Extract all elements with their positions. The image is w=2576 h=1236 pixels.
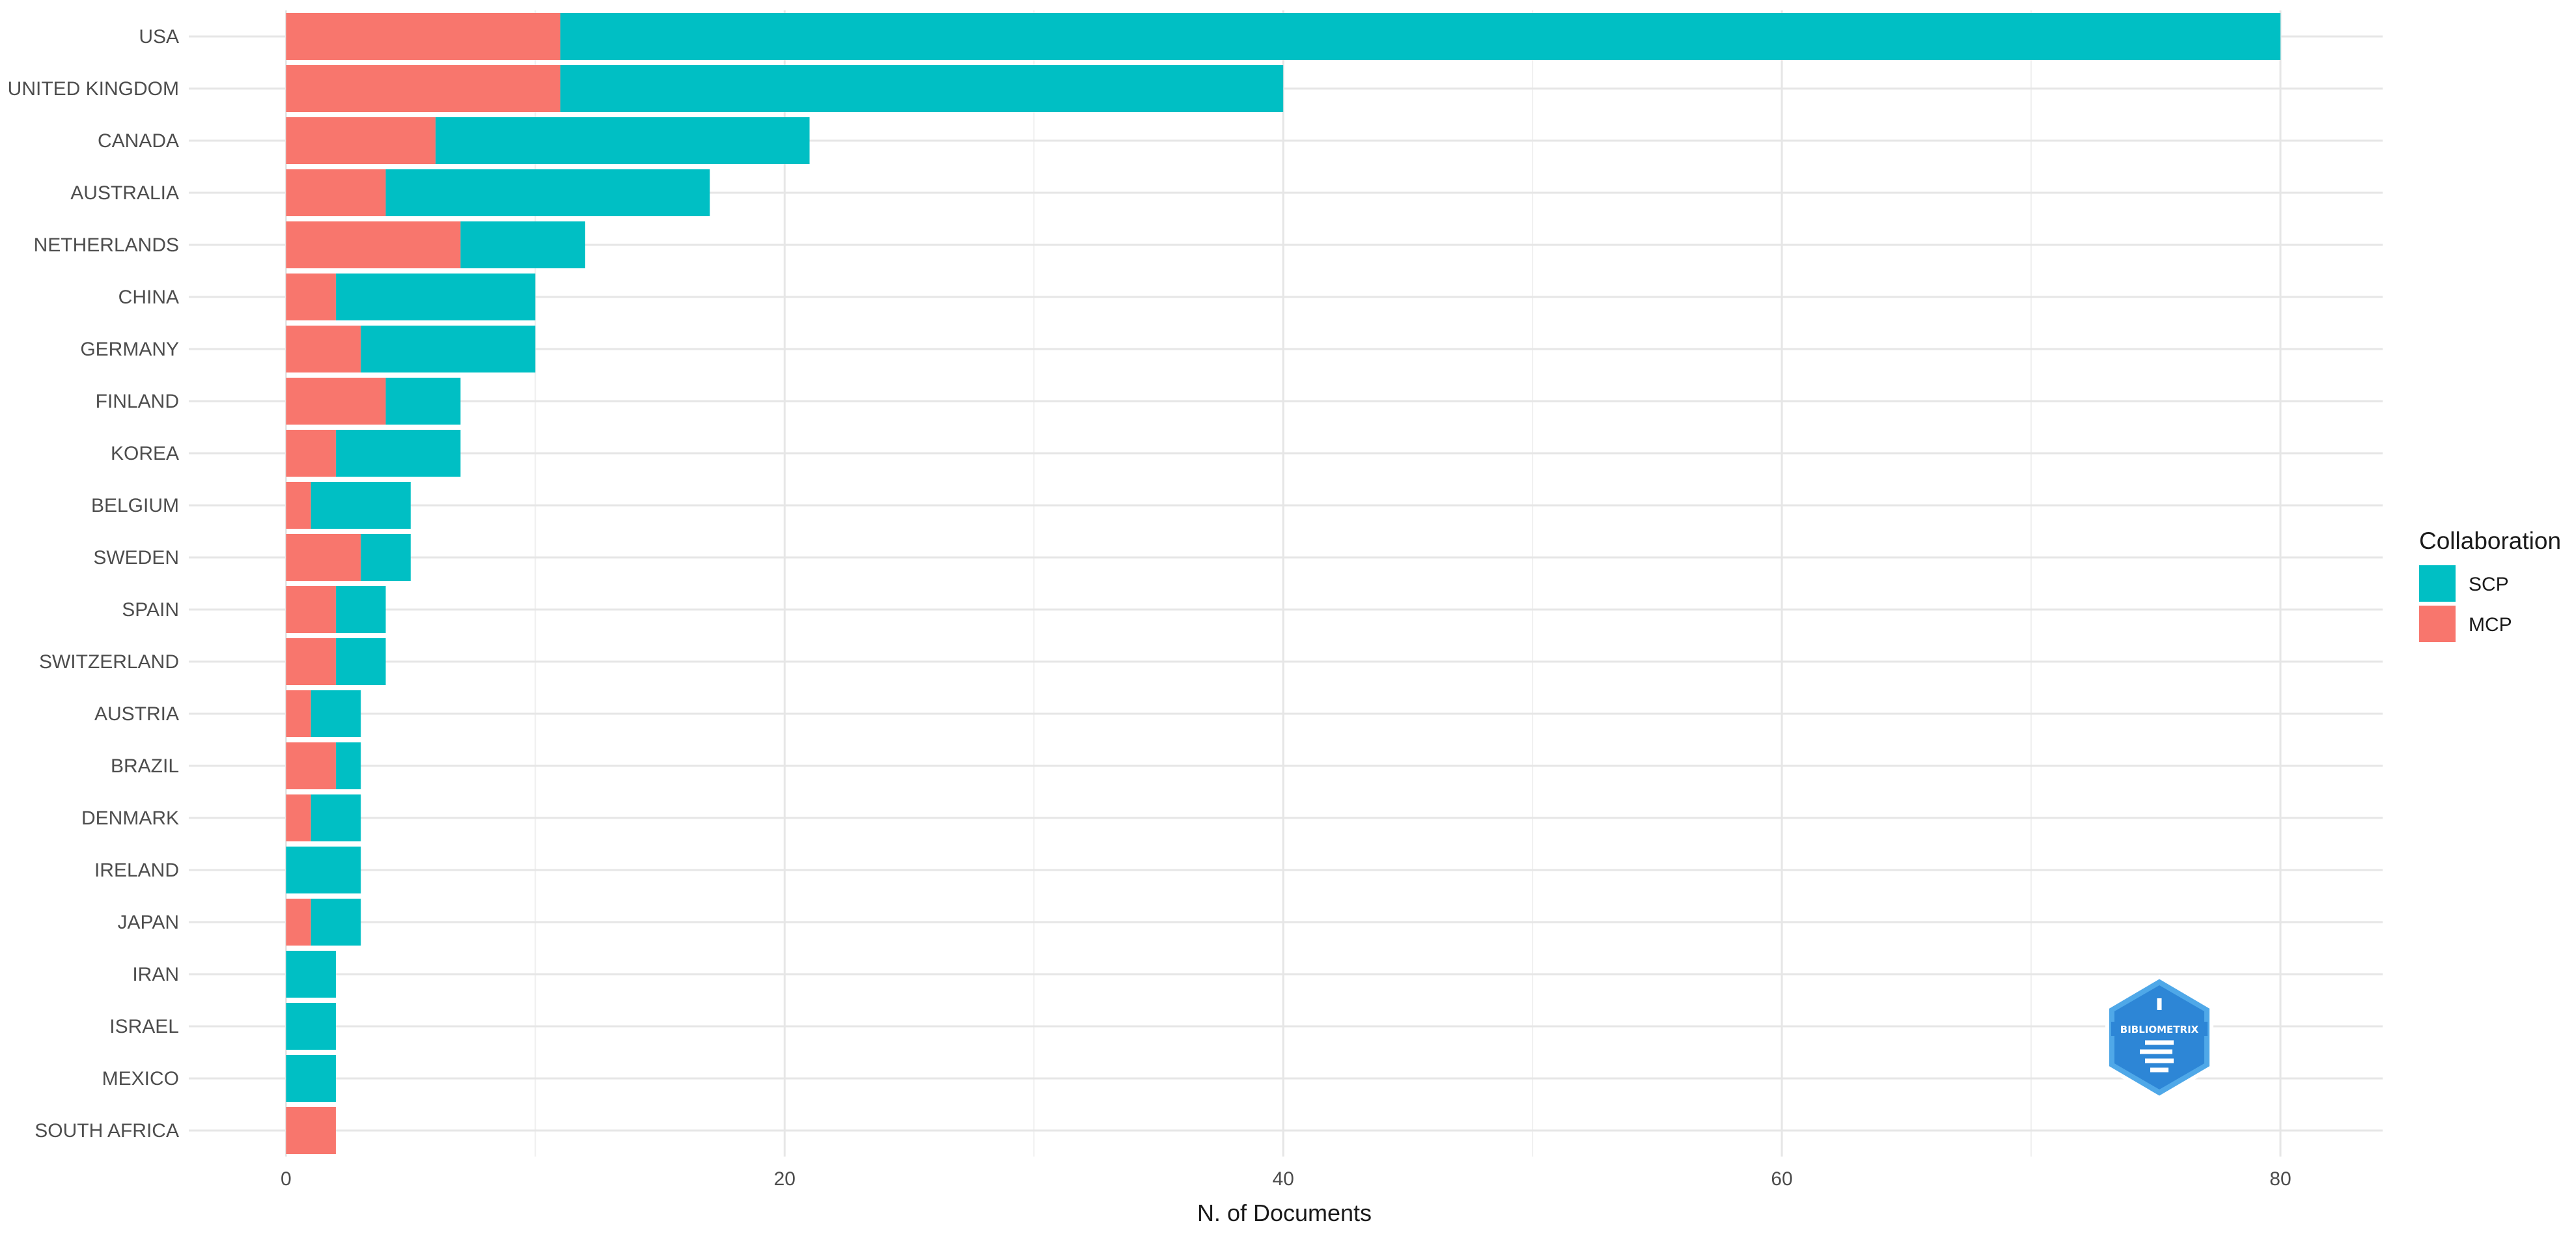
bar-scp (361, 326, 536, 372)
bar-scp (335, 274, 536, 320)
bar-mcp (286, 169, 386, 216)
bar-mcp (286, 274, 336, 320)
bar-mcp (286, 586, 336, 633)
y-tick-label: GERMANY (80, 339, 179, 360)
bar-scp (286, 847, 361, 893)
y-tick-label: MEXICO (102, 1068, 179, 1089)
y-tick-label: KOREA (111, 443, 179, 464)
bar-mcp (286, 534, 361, 581)
y-tick-label: NETHERLANDS (34, 234, 179, 256)
bibliometrix-logo: BIBLIOMETRIX (2105, 974, 2213, 1101)
y-tick-label: CANADA (98, 130, 179, 152)
bar-mcp (286, 1107, 336, 1154)
bar-scp (560, 65, 1284, 112)
y-tick-label: DENMARK (81, 808, 179, 829)
y-tick-label: JAPAN (118, 912, 179, 933)
bar-mcp (286, 742, 336, 789)
y-tick-label: SWITZERLAND (39, 651, 179, 673)
x-axis-tick-labels: 0 20 40 60 80 (281, 1168, 2292, 1190)
y-tick-label: FINLAND (96, 391, 179, 412)
bar-scp (385, 169, 710, 216)
bar-mcp (286, 690, 311, 737)
bar-mcp (286, 794, 311, 841)
y-tick-label: ISRAEL (109, 1016, 179, 1037)
y-tick-label: SWEDEN (93, 547, 179, 569)
logo-text: BIBLIOMETRIX (2120, 1024, 2199, 1035)
bar-scp (311, 899, 361, 946)
y-tick-label: BELGIUM (91, 495, 179, 516)
bar-mcp (286, 378, 386, 425)
bar-mcp (286, 482, 311, 529)
bar-mcp (286, 899, 311, 946)
y-tick-label: BRAZIL (111, 755, 179, 777)
y-tick-label: IRELAND (94, 860, 179, 881)
grid-minor (534, 10, 2032, 1157)
bar-mcp (286, 65, 561, 112)
legend-title: Collaboration (2419, 527, 2561, 554)
bar-scp (335, 742, 361, 789)
legend-label-mcp: MCP (2469, 614, 2512, 636)
legend-label-scp: SCP (2469, 574, 2509, 595)
x-axis-title: N. of Documents (1197, 1200, 1372, 1226)
x-tick-label: 0 (281, 1168, 292, 1190)
bar-scp (286, 951, 336, 998)
bar-scp (335, 638, 386, 685)
y-tick-label: CHINA (118, 287, 179, 308)
bar-scp (311, 690, 361, 737)
bar-scp (311, 482, 411, 529)
bar-scp (286, 1003, 336, 1050)
bar-mcp (286, 638, 336, 685)
y-tick-label: IRAN (132, 964, 179, 985)
y-tick-label: SOUTH AFRICA (35, 1120, 179, 1142)
legend-key-mcp (2419, 606, 2456, 642)
bars (286, 13, 2280, 1154)
x-tick-label: 80 (2269, 1168, 2291, 1190)
bar-scp (361, 534, 411, 581)
bar-scp (286, 1055, 336, 1102)
logo-banner (2111, 1022, 2208, 1036)
bar-mcp (286, 326, 361, 372)
x-tick-label: 60 (1771, 1168, 1792, 1190)
y-tick-label: UNITED KINGDOM (8, 78, 179, 100)
bar-mcp (286, 430, 336, 477)
legend-key-scp (2419, 565, 2456, 602)
bar-mcp (286, 221, 461, 268)
bar-mcp (286, 13, 561, 60)
bar-scp (385, 378, 461, 425)
bar-scp (460, 221, 585, 268)
legend-items: SCP MCP (2419, 565, 2512, 642)
bar-scp (311, 794, 361, 841)
y-axis-tick-labels: USA UNITED KINGDOM CANADA AUSTRALIA NETHERLA… (8, 26, 179, 1142)
x-tick-label: 20 (774, 1168, 796, 1190)
bar-scp (335, 430, 461, 477)
y-tick-label: USA (139, 26, 179, 48)
logo-hexagon-inner (2114, 985, 2204, 1089)
y-tick-label: AUSTRIA (94, 703, 179, 725)
x-tick-label: 40 (1272, 1168, 1294, 1190)
y-tick-label: SPAIN (122, 599, 179, 621)
bar-scp (436, 117, 810, 164)
logo-mark (2140, 998, 2174, 1073)
bar-mcp (286, 117, 436, 164)
bar-scp (335, 586, 386, 633)
legend: Collaboration SCP MCP (2419, 527, 2561, 642)
y-tick-label: AUSTRALIA (70, 182, 179, 204)
bar-scp (560, 13, 2280, 60)
